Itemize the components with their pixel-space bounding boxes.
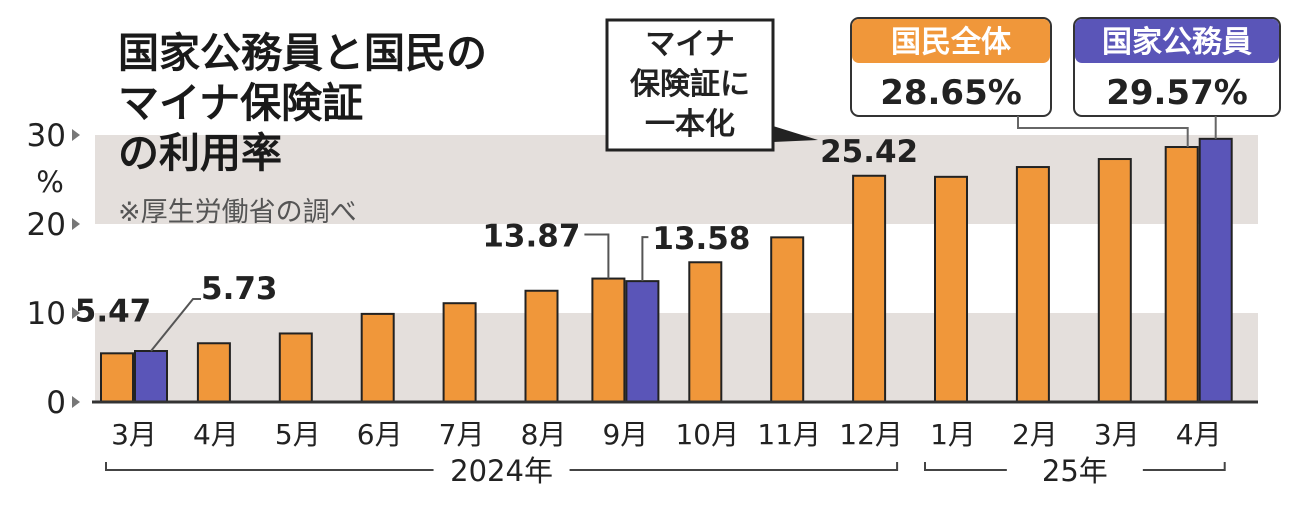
- bar-s0-6: [591, 277, 626, 404]
- x-tick-label-12: 3月: [1094, 418, 1140, 451]
- year-label-0: 2024年: [450, 454, 553, 488]
- band-0-10: [95, 313, 1258, 402]
- chart-title-line-2: マイナ保険証: [118, 79, 364, 127]
- x-tick-label-11: 2月: [1012, 418, 1058, 451]
- x-tick-label-2: 5月: [275, 418, 321, 451]
- y-tick-label-0: 0: [46, 385, 66, 421]
- year-bracket-left-1: [924, 462, 1007, 471]
- bar-s0-1: [196, 342, 231, 404]
- bar-s0-4: [442, 302, 477, 403]
- x-tick-label-10: 1月: [930, 418, 976, 451]
- annotation-line-1: 保険証に: [630, 67, 750, 102]
- source-note: ※厚生労働省の調べ: [118, 197, 357, 228]
- x-tick-label-1: 4月: [193, 418, 239, 451]
- y-tick-label-30: 30: [27, 118, 66, 154]
- bar-s0-5: [524, 289, 559, 403]
- year-bracket-right-1: [1142, 462, 1226, 471]
- bar-s1-13: [1198, 137, 1233, 403]
- bar-s1-6: [625, 280, 660, 403]
- legend-swatch-0: [852, 19, 1050, 63]
- y-tick-label-10: 10: [27, 296, 66, 332]
- bar-s0-3: [360, 312, 395, 404]
- legend-name-0: 国民全体: [891, 25, 1012, 60]
- x-tick-label-8: 11月: [757, 418, 821, 451]
- data-label-s1-6: 13.58: [652, 221, 750, 257]
- data-label-s0-0: 5.47: [75, 293, 152, 329]
- data-label-s0-9: 25.42: [820, 134, 918, 170]
- bar-s0-8: [770, 236, 805, 403]
- x-tick-label-9: 12月: [839, 418, 903, 451]
- y-tick-mark-0: [72, 396, 80, 408]
- x-tick-label-4: 7月: [439, 418, 485, 451]
- annotation-line-2: 一本化: [645, 107, 735, 142]
- bar-s0-9: [852, 174, 887, 403]
- bar-s0-13: [1164, 146, 1199, 403]
- y-tick-mark-20: [72, 218, 80, 230]
- bar-s0-0: [100, 352, 134, 403]
- annotation-box: [605, 18, 775, 152]
- bar-s0-12: [1097, 158, 1132, 403]
- x-tick-label-7: 10月: [675, 418, 739, 451]
- legend-swatch-1: [1075, 19, 1279, 63]
- data-label-s1-0: 5.73: [201, 271, 278, 307]
- bar-s1-0: [134, 350, 168, 403]
- x-tick-label-6: 9月: [602, 418, 648, 451]
- chart-title-line-1: 国家公務員と国民の: [118, 29, 487, 77]
- year-bracket-right-0: [569, 462, 899, 471]
- bar-s0-7: [688, 261, 723, 403]
- annotation-line-0: マイナ: [645, 27, 734, 62]
- x-tick-label-13: 4月: [1176, 418, 1222, 451]
- leader-s1-6: [641, 236, 649, 282]
- legend-value-1: 29.57%: [1106, 73, 1248, 113]
- leader-s1-0: [150, 298, 201, 352]
- y-tick-label-20: 20: [27, 207, 66, 243]
- leader-s0-6: [584, 233, 610, 279]
- y-tick-mark-30: [72, 129, 80, 141]
- bar-s0-10: [934, 175, 968, 403]
- x-tick-label-0: 3月: [111, 418, 157, 451]
- bar-s0-2: [278, 332, 313, 403]
- y-tick-mark-10: [72, 307, 80, 319]
- legend-leader-0: [1017, 116, 1189, 148]
- year-bracket-left-0: [105, 462, 434, 471]
- year-label-1: 25年: [1042, 454, 1108, 488]
- data-label-s0-6: 13.87: [482, 219, 580, 255]
- y-unit-label: %: [36, 165, 64, 199]
- annotation-pointer: [773, 126, 818, 142]
- chart-title-line-3: の利用率: [118, 129, 282, 177]
- x-tick-label-5: 8月: [521, 418, 567, 451]
- legend-name-1: 国家公務員: [1102, 25, 1252, 60]
- legend-value-0: 28.65%: [880, 73, 1022, 113]
- x-tick-label-3: 6月: [357, 418, 403, 451]
- bar-s0-11: [1015, 166, 1050, 403]
